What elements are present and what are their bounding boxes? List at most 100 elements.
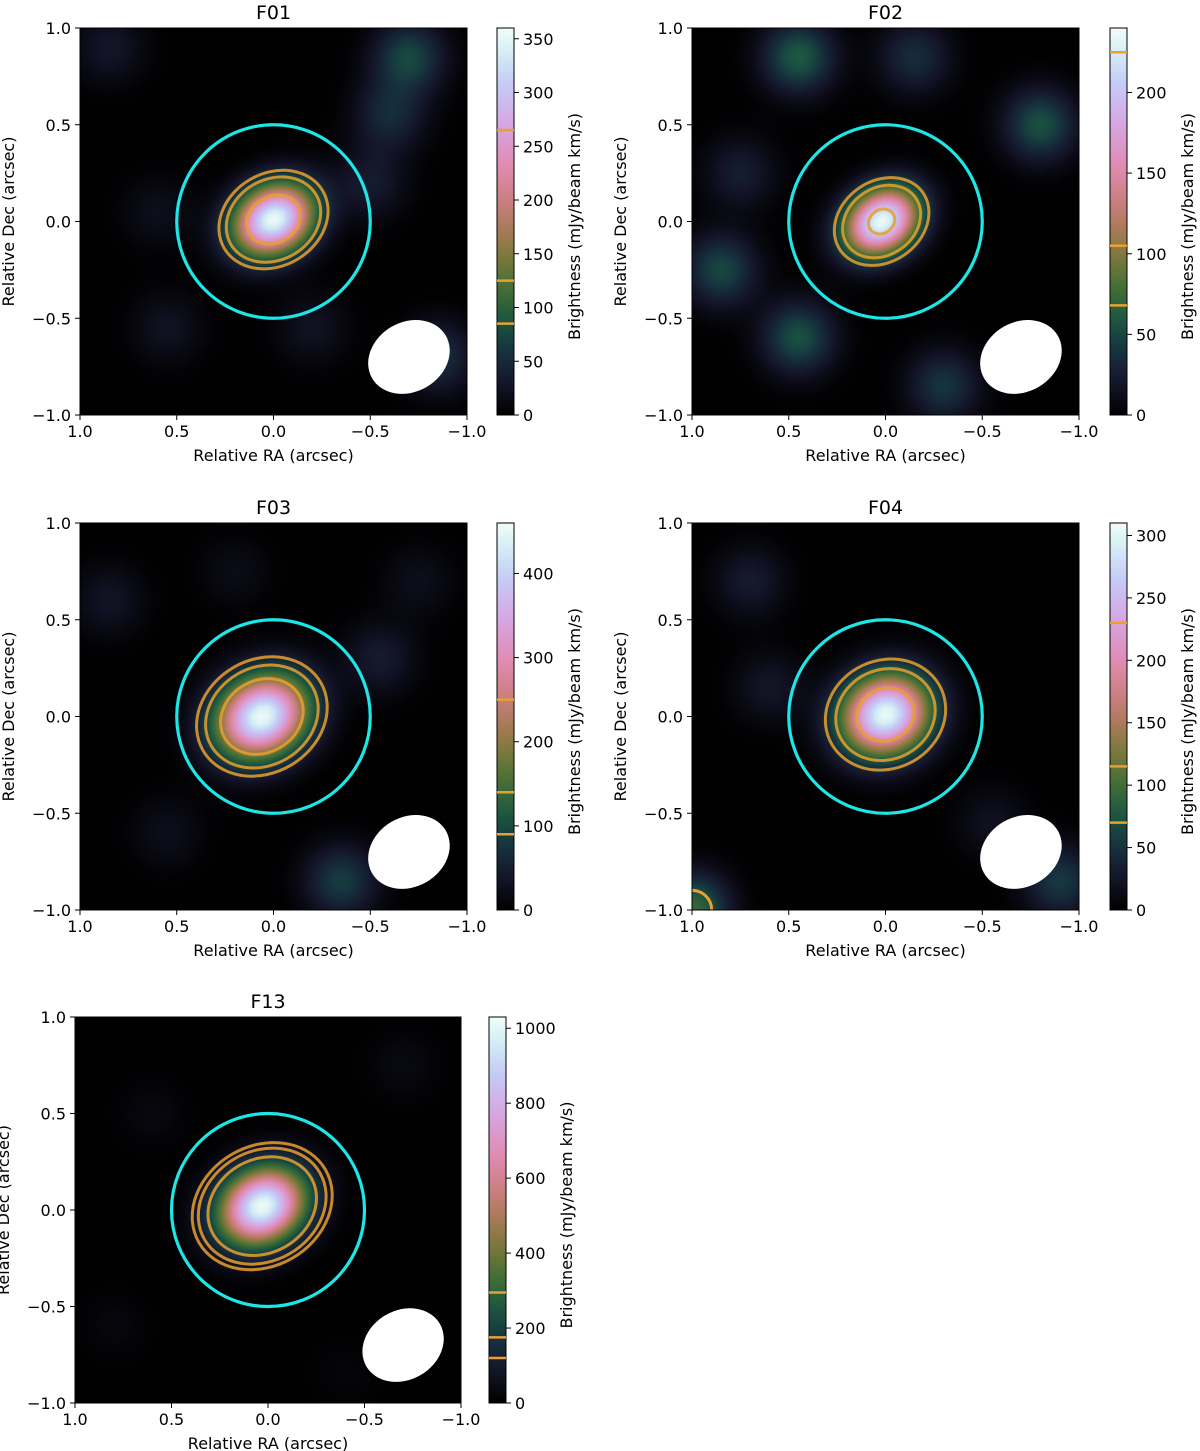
- y-axis-label: Relative Dec (arcsec): [0, 137, 18, 307]
- y-axis-label: Relative Dec (arcsec): [611, 137, 630, 307]
- aperture-circle: [175, 618, 372, 815]
- y-tick-label: 0.5: [658, 116, 683, 135]
- contour-level-2: [224, 175, 323, 264]
- x-tick-label: −1.0: [442, 1410, 481, 1429]
- colorbar-tick-label: 150: [523, 245, 554, 264]
- x-axis-label: Relative RA (arcsec): [805, 446, 965, 465]
- panel-f01: 1.0 0.5 0.0 −0.5 −1.01.00.50.0−0.5−1.0F01Rel…: [0, 2, 584, 465]
- contour-level-3: [866, 207, 897, 236]
- y-tick-label: −1.0: [27, 1394, 66, 1413]
- aperture-circle: [787, 618, 984, 815]
- y-tick-label: −1.0: [644, 406, 683, 425]
- y-tick-label: 0.5: [658, 611, 683, 630]
- y-tick-label: −0.5: [644, 804, 683, 823]
- aperture-circle: [175, 123, 372, 320]
- colorbar-tick-label: 50: [523, 352, 543, 371]
- colorbar-label: Brightness (mJy/beam km/s): [1178, 113, 1197, 340]
- colorbar: [1109, 27, 1128, 416]
- y-tick-label: −0.5: [644, 309, 683, 328]
- contour-level-2: [834, 667, 937, 763]
- colorbar-tick-label: 200: [515, 1319, 546, 1338]
- aperture-circle: [169, 1111, 367, 1309]
- colorbar: [496, 27, 515, 416]
- colorbar-tick-label: 50: [1136, 839, 1156, 858]
- x-tick-label: 1.0: [679, 917, 704, 936]
- colorbar: [1109, 522, 1128, 911]
- contour-level-2: [196, 1146, 328, 1266]
- colorbar-tick-label: 400: [515, 1244, 546, 1263]
- x-axis-label: Relative RA (arcsec): [188, 1434, 348, 1451]
- contour-level-3: [245, 193, 302, 246]
- colorbar-label: Brightness (mJy/beam km/s): [565, 608, 584, 835]
- x-tick-label: 0.5: [776, 917, 801, 936]
- colorbar-label: Brightness (mJy/beam km/s): [565, 113, 584, 340]
- colorbar-tick-label: 0: [1136, 406, 1146, 425]
- y-tick-label: 0.0: [658, 708, 683, 727]
- x-tick-label: −0.5: [963, 422, 1002, 441]
- colorbar-tick-label: 100: [523, 817, 554, 836]
- colorbar-tick-label: 600: [515, 1169, 546, 1188]
- colorbar-tick-label: 400: [523, 564, 554, 583]
- x-axis-label: Relative RA (arcsec): [193, 941, 353, 960]
- y-tick-label: −1.0: [32, 406, 71, 425]
- panel-f02: 1.0 0.5 0.0 −0.5 −1.01.00.50.0−0.5−1.0F02Rel…: [611, 2, 1197, 465]
- x-tick-label: −1.0: [1060, 422, 1099, 441]
- x-tick-label: 0.5: [164, 422, 189, 441]
- y-tick-label: 1.0: [46, 19, 71, 38]
- colorbar-tick-label: 100: [1136, 245, 1167, 264]
- colorbar-tick-label: 250: [1136, 589, 1167, 608]
- colorbar-tick-label: 0: [515, 1394, 525, 1413]
- panel-title: F13: [250, 991, 285, 1013]
- colorbar-tick-label: 300: [523, 649, 554, 668]
- x-tick-label: 0.0: [261, 917, 286, 936]
- colorbar-tick-label: 0: [523, 406, 533, 425]
- colorbar-tick-label: 150: [1136, 164, 1167, 183]
- colorbar-tick-label: 0: [523, 901, 533, 920]
- colorbar-tick-label: 200: [1136, 651, 1167, 670]
- panel-f03: 1.0 0.5 0.0 −0.5 −1.01.00.50.0−0.5−1.0F03Rel…: [0, 497, 584, 960]
- panel-f04: 1.0 0.5 0.0 −0.5 −1.01.00.50.0−0.5−1.0F04Rel…: [611, 497, 1197, 960]
- x-tick-label: 0.0: [873, 917, 898, 936]
- beam-ellipse: [980, 815, 1062, 889]
- contour-level-2: [204, 663, 320, 770]
- y-tick-label: 0.0: [46, 213, 71, 232]
- colorbar-tick-label: 800: [515, 1094, 546, 1113]
- panel-f13: 1.0 0.5 0.0 −0.5 −1.01.00.50.0−0.5−1.0F13Rel…: [0, 991, 576, 1451]
- y-tick-label: −0.5: [32, 804, 71, 823]
- colorbar-tick-label: 200: [1136, 84, 1167, 103]
- y-tick-label: 0.5: [41, 1105, 66, 1124]
- y-tick-label: 1.0: [41, 1008, 66, 1027]
- colorbar-tick-label: 1000: [515, 1019, 556, 1038]
- contour-level-3: [855, 686, 916, 743]
- x-tick-label: −0.5: [351, 422, 390, 441]
- y-tick-label: 1.0: [46, 514, 71, 533]
- x-tick-label: −0.5: [351, 917, 390, 936]
- contour-level-2: [841, 183, 923, 260]
- x-tick-label: −0.5: [963, 917, 1002, 936]
- colorbar-tick-label: 350: [523, 30, 554, 49]
- panel-title: F04: [868, 497, 903, 519]
- x-tick-label: 0.0: [255, 1410, 280, 1429]
- colorbar-tick-label: 100: [1136, 776, 1167, 795]
- x-tick-label: 1.0: [679, 422, 704, 441]
- beam-ellipse: [362, 1308, 444, 1382]
- contour-level-1: [832, 176, 931, 267]
- x-axis-label: Relative RA (arcsec): [193, 446, 353, 465]
- y-tick-label: −0.5: [32, 309, 71, 328]
- x-tick-label: −1.0: [1060, 917, 1099, 936]
- colorbar-tick-label: 100: [523, 299, 554, 318]
- panel-title: F03: [256, 497, 291, 519]
- beam-ellipse: [980, 320, 1062, 394]
- y-axis-label: Relative Dec (arcsec): [611, 632, 630, 802]
- beam-ellipse: [368, 320, 450, 394]
- y-tick-label: −0.5: [27, 1298, 66, 1317]
- x-tick-label: 1.0: [62, 1410, 87, 1429]
- colorbar-tick-label: 300: [1136, 526, 1167, 545]
- contour-group: [217, 168, 330, 271]
- colorbar-tick-label: 0: [1136, 901, 1146, 920]
- y-tick-label: 1.0: [658, 514, 683, 533]
- x-tick-label: −1.0: [448, 917, 487, 936]
- contour-level-1: [190, 1141, 334, 1272]
- contour-level-3: [206, 1155, 318, 1257]
